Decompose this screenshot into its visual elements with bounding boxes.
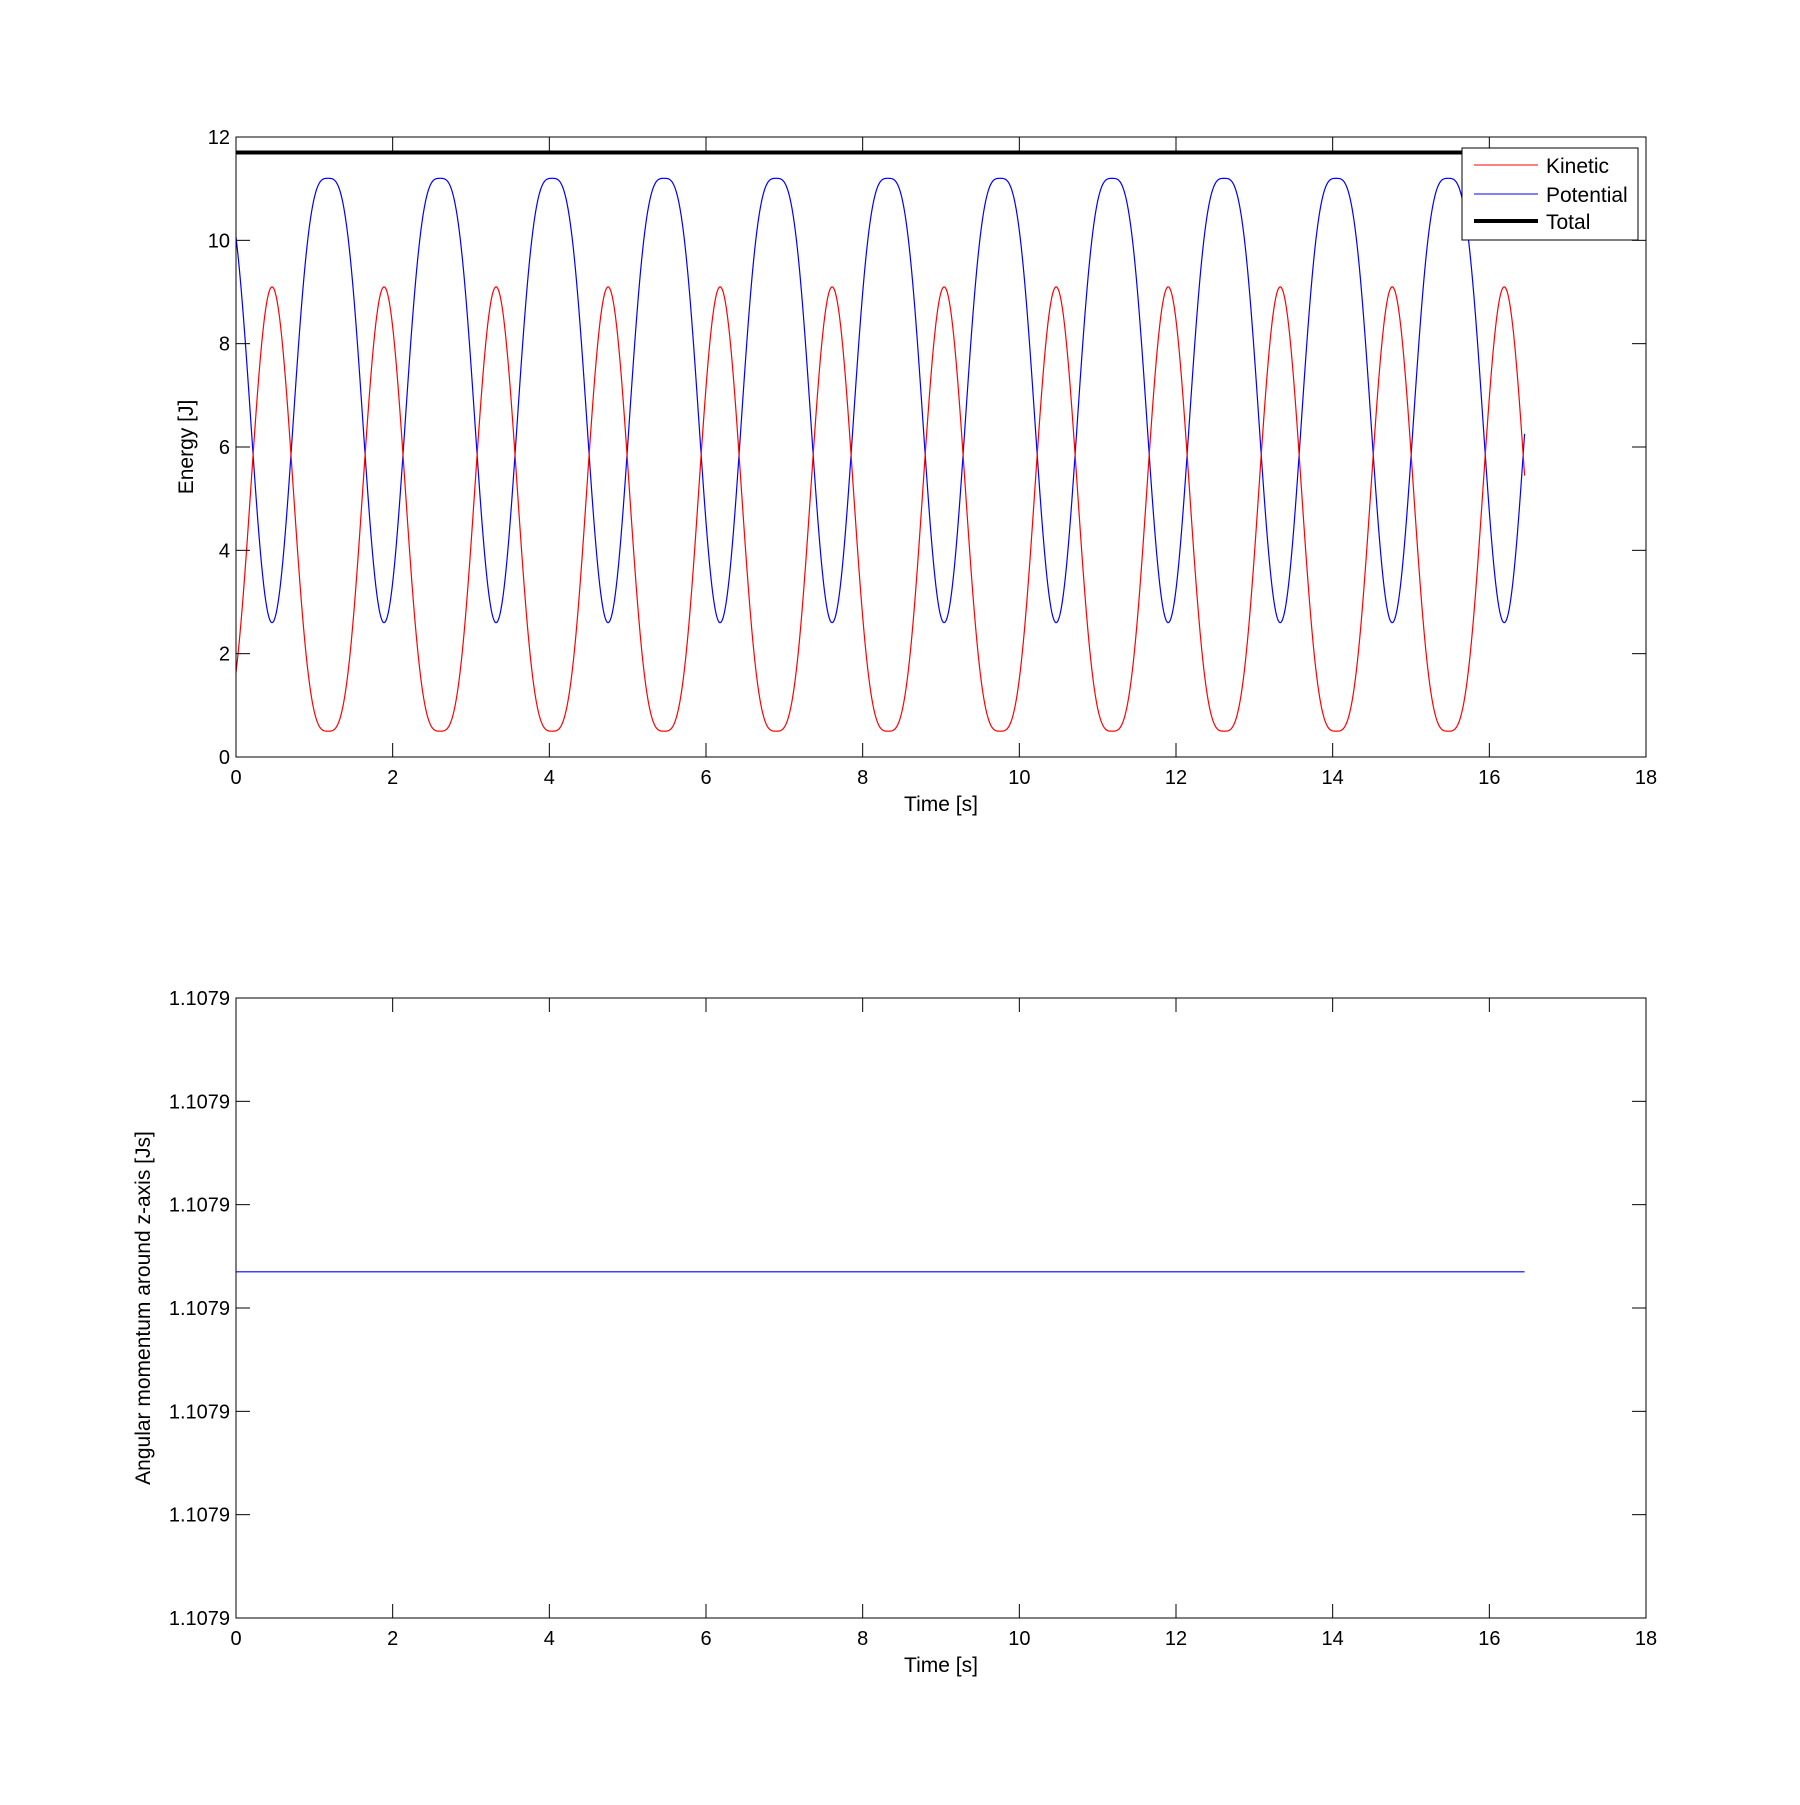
momentum-x-tick-label: 4 [544, 1628, 555, 1650]
momentum-y-axis-label: Angular momentum around z-axis [Js] [132, 1131, 155, 1485]
energy-y-tick-label: 6 [219, 437, 230, 459]
energy-y-tick-label: 4 [219, 540, 230, 562]
momentum-x-tick-label: 0 [230, 1628, 241, 1650]
momentum-y-tick-label: 1.1079 [169, 988, 230, 1010]
legend: Kinetic Potential Total [1461, 147, 1639, 241]
energy-x-tick-label: 12 [1165, 767, 1187, 789]
energy-x-tick-label: 14 [1322, 767, 1344, 789]
momentum-y-tick-label: 1.1079 [169, 1195, 230, 1217]
energy-x-tick-label: 4 [544, 767, 555, 789]
legend-label-potential: Potential [1546, 184, 1628, 207]
momentum-x-tick-label: 8 [857, 1628, 868, 1650]
momentum-x-tick-label: 16 [1478, 1628, 1500, 1650]
momentum-x-tick-label: 14 [1322, 1628, 1344, 1650]
momentum-x-tick-label: 18 [1635, 1628, 1657, 1650]
momentum-y-tick-label: 1.1079 [169, 1091, 230, 1113]
momentum-x-tick-label: 12 [1165, 1628, 1187, 1650]
energy-plot-lines [235, 150, 1526, 732]
energy-x-tick-label: 18 [1635, 767, 1657, 789]
legend-item-potential: Potential [1474, 184, 1628, 207]
energy-x-tick-label: 0 [230, 767, 241, 789]
legend-item-kinetic: Kinetic [1474, 155, 1609, 178]
energy-axes: 0 2 4 6 8 10 12 14 16 18 0 2 4 6 8 10 12 Time [s] Energy… [175, 127, 1657, 816]
angular-momentum-axes: 0 2 4 6 8 10 12 14 16 18 1.1079 1.1079 1.1079 1.1079 1… [132, 988, 1657, 1677]
energy-x-tick-label: 10 [1008, 767, 1030, 789]
momentum-x-axis-label: Time [s] [904, 1654, 978, 1677]
momentum-x-tick-label: 6 [700, 1628, 711, 1650]
momentum-x-tick-label: 2 [387, 1628, 398, 1650]
energy-y-tick-label: 10 [208, 230, 230, 252]
energy-x-tick-label: 2 [387, 767, 398, 789]
legend-label-total: Total [1546, 211, 1590, 234]
momentum-y-tick-label: 1.1079 [169, 1505, 230, 1527]
momentum-x-tick-label: 10 [1008, 1628, 1030, 1650]
legend-label-kinetic: Kinetic [1546, 155, 1609, 178]
energy-y-tick-label: 12 [208, 127, 230, 149]
energy-y-tick-label: 8 [219, 334, 230, 356]
energy-x-tick-label: 8 [857, 767, 868, 789]
energy-x-axis-label: Time [s] [904, 793, 978, 816]
energy-y-axis-label: Energy [J] [175, 400, 198, 495]
series-line-kinetic [235, 286, 1526, 732]
series-line-potential [235, 177, 1526, 624]
energy-x-tick-label: 6 [700, 767, 711, 789]
momentum-y-tick-label: 1.1079 [169, 1401, 230, 1423]
energy-x-tick-label: 16 [1478, 767, 1500, 789]
momentum-y-tick-label: 1.1079 [169, 1608, 230, 1630]
momentum-y-tick-label: 1.1079 [169, 1298, 230, 1320]
legend-item-total: Total [1474, 211, 1590, 234]
energy-y-tick-label: 0 [219, 747, 230, 769]
energy-y-tick-label: 2 [219, 644, 230, 666]
momentum-ticks: 0 2 4 6 8 10 12 14 16 18 1.1079 1.1079 1.1079 1.1079 1… [169, 988, 1657, 1650]
energy-ticks: 0 2 4 6 8 10 12 14 16 18 0 2 4 6 8 10 12 [208, 127, 1657, 789]
